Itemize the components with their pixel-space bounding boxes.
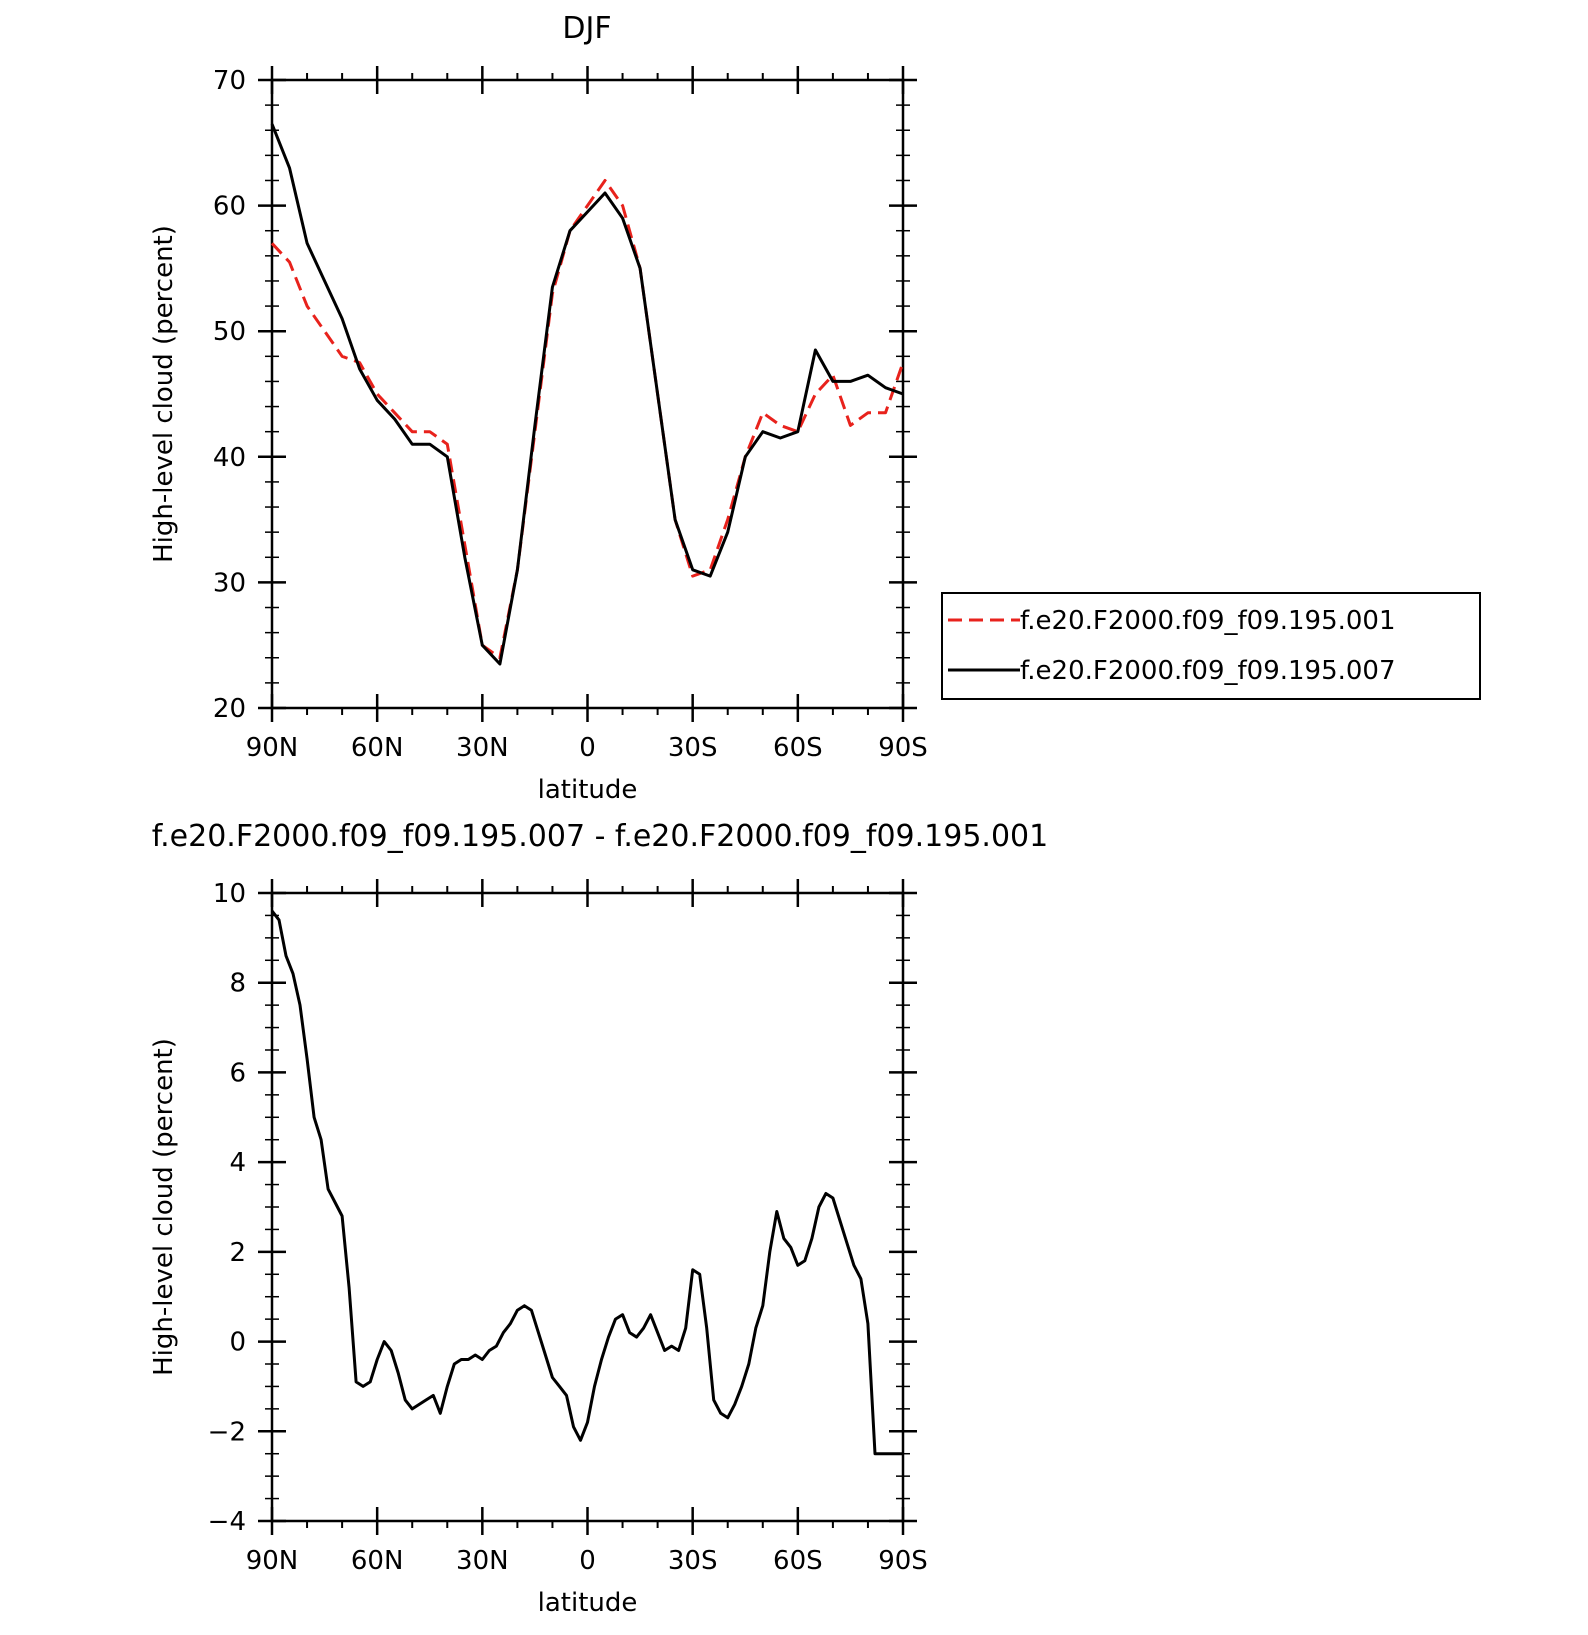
y-tick-label: 60 (213, 192, 246, 222)
bottom-panel: f.e20.F2000.f09_f09.195.007 - f.e20.F200… (149, 819, 1048, 1618)
y-tick-label: 10 (213, 879, 246, 909)
y-tick-label: 0 (229, 1328, 246, 1358)
y-tick-label: 6 (229, 1058, 246, 1088)
x-tick-label: 30S (668, 733, 718, 763)
x-tick-label: 0 (579, 733, 596, 763)
y-tick-label: −4 (208, 1507, 246, 1537)
legend-box (941, 592, 1481, 700)
x-tick-label: 90S (878, 733, 928, 763)
plot-frame (270, 78, 905, 710)
x-tick-label: 60N (351, 1546, 404, 1576)
x-axis-label: latitude (538, 775, 638, 805)
x-axis-label: latitude (538, 1588, 638, 1618)
y-tick-label: 70 (213, 66, 246, 96)
x-tick-label: 90S (878, 1546, 928, 1576)
series-line-0 (270, 909, 903, 1456)
x-tick-label: 30N (456, 733, 509, 763)
legend-label-1: f.e20.F2000.f09_f09.195.007 (1020, 656, 1396, 686)
series-line-0 (270, 179, 905, 660)
y-tick-label: 40 (213, 443, 246, 473)
y-tick-label: 2 (229, 1238, 246, 1268)
y-tick-label: 4 (229, 1148, 246, 1178)
series-line-1 (270, 123, 904, 666)
chart-title: DJF (562, 11, 611, 46)
chart-title: f.e20.F2000.f09_f09.195.007 - f.e20.F200… (152, 819, 1048, 854)
top-panel: DJF 90N 60N 30N 0 30S 60S 90S 20 30 40 50 60 70 latitu… (149, 11, 1481, 805)
legend-label-0: f.e20.F2000.f09_f09.195.001 (1020, 606, 1396, 636)
y-tick-label: 20 (213, 694, 246, 724)
x-tick-label: 90N (246, 1546, 299, 1576)
x-tick-label: 90N (246, 733, 299, 763)
legend: f.e20.F2000.f09_f09.195.001 f.e20.F2000.f… (941, 592, 1481, 700)
y-tick-label: 8 (229, 969, 246, 999)
y-tick-label: 30 (213, 568, 246, 598)
y-axis-label: High-level cloud (percent) (149, 225, 179, 563)
y-tick-label: −2 (208, 1417, 246, 1447)
x-tick-label: 30N (456, 1546, 509, 1576)
y-tick-label: 50 (213, 317, 246, 347)
x-tick-label: 60N (351, 733, 404, 763)
x-tick-label: 0 (579, 1546, 596, 1576)
x-tick-label: 60S (773, 733, 823, 763)
y-axis-label: High-level cloud (percent) (149, 1038, 179, 1376)
x-tick-label: 60S (773, 1546, 823, 1576)
plot-frame (270, 891, 905, 1523)
x-tick-label: 30S (668, 1546, 718, 1576)
